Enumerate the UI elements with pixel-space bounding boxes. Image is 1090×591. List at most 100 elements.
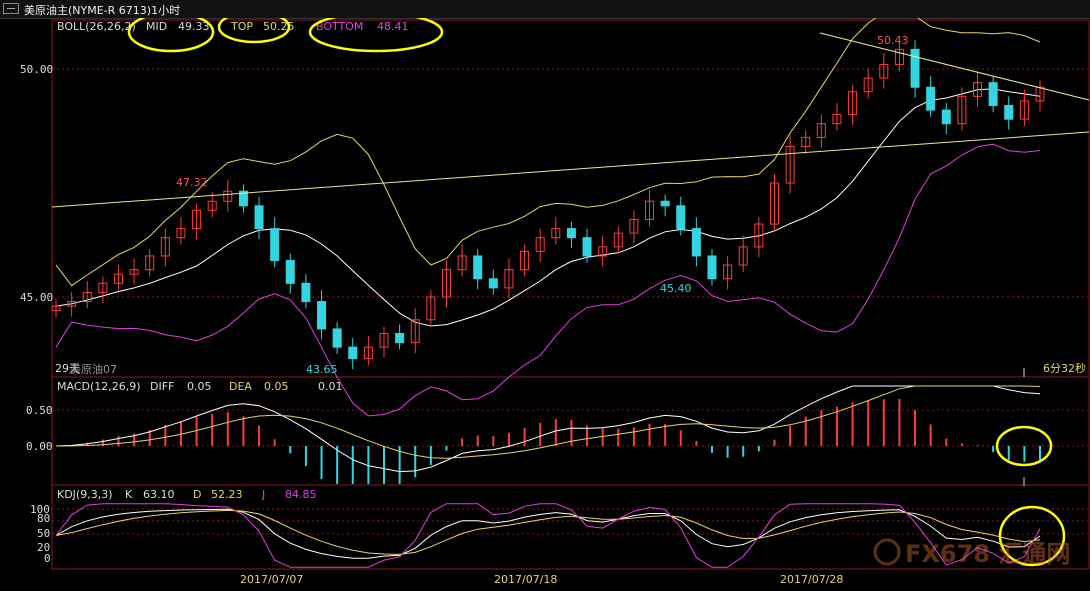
candle-body <box>988 82 998 106</box>
macd-macd-value: 0.01 <box>318 380 343 393</box>
candle-body <box>879 63 889 79</box>
candle-body <box>395 332 405 344</box>
candle-body <box>973 82 983 97</box>
candle-body <box>910 48 920 88</box>
candle-body <box>238 190 248 207</box>
candle-body <box>98 282 108 293</box>
highlight-bottom-ellipse <box>308 18 444 53</box>
candle-body <box>691 228 701 257</box>
macd-diff-line <box>55 385 1041 473</box>
candle-body <box>832 114 842 125</box>
annotation-low-2: 45.40 <box>660 282 692 295</box>
watermark-logo-icon <box>873 538 901 566</box>
macd-name: MACD(12,26,9) <box>57 380 141 393</box>
window-title: 美原油主(NYME-R 6713)1小时 <box>24 4 181 17</box>
candle-body <box>582 237 592 257</box>
candle-body <box>769 182 779 225</box>
macd-dea-value: 0.05 <box>264 380 289 393</box>
annotation-low-1: 43.65 <box>306 363 338 376</box>
x-label-3: 2017/07/28 <box>780 573 843 586</box>
highlight-macd-ellipse <box>995 425 1053 467</box>
kdj-k-label: K <box>125 488 133 501</box>
candle-body <box>254 205 264 230</box>
kdj-k-line <box>55 508 1041 559</box>
candle-body <box>441 269 451 298</box>
candle-body <box>223 190 233 202</box>
candle-body <box>207 200 217 211</box>
candle-body <box>160 237 170 257</box>
kdj-j-value: 84.85 <box>285 488 317 501</box>
kdj-panel-frame <box>51 484 1090 570</box>
candle-body <box>613 232 623 248</box>
kdj-j-line <box>55 503 1041 568</box>
candle-body <box>598 246 608 257</box>
candle-body <box>301 282 311 303</box>
macd-diff-value: 0.05 <box>187 380 212 393</box>
candle-body <box>332 328 342 348</box>
left-note-2: 美原油07 <box>70 362 117 376</box>
boll-bottom-band <box>55 143 1041 417</box>
candle-body <box>145 255 155 271</box>
resistance-trendline <box>819 32 1090 101</box>
candle-body <box>738 246 748 266</box>
annotation-high-1: 47.32 <box>176 176 208 189</box>
candle-body <box>488 278 498 289</box>
kdj-tick-80: 80 <box>37 512 50 525</box>
candle-body <box>801 136 811 148</box>
countdown-note: 6分32秒 <box>1043 361 1086 375</box>
candle-body <box>785 146 795 184</box>
boll-mid-value: 49.33 <box>178 20 210 33</box>
price-tick-50: 50.00 <box>20 63 53 76</box>
candle-body <box>723 264 733 280</box>
highlight-top-ellipse <box>217 18 291 44</box>
main-panel-frame <box>51 19 1090 378</box>
candle-body <box>707 255 717 280</box>
candle-body <box>894 48 904 65</box>
candle-body <box>363 346 373 360</box>
boll-mid-label: MID <box>146 20 167 33</box>
candle-body <box>348 346 358 360</box>
candle-body <box>1035 86 1045 102</box>
kdj-tick-50: 50 <box>37 527 50 540</box>
candle-body <box>551 228 561 239</box>
highlight-kdj-ellipse <box>998 505 1066 567</box>
candle-body <box>504 269 514 289</box>
candle-body <box>848 91 858 116</box>
kdj-tick-100: 100 <box>30 503 50 516</box>
candle-body <box>1004 104 1014 120</box>
candle-body <box>176 228 186 239</box>
candle-body <box>270 228 280 262</box>
kdj-d-line <box>55 509 1041 555</box>
candle-body <box>457 255 467 271</box>
boll-mid-band <box>55 88 1041 327</box>
kdj-tick-20: 20 <box>37 541 50 554</box>
candle-body <box>113 273 123 284</box>
boll-bottom-label: BOTTOM <box>316 20 363 33</box>
candle-body <box>863 77 873 93</box>
macd-diff-label: DIFF <box>150 380 174 393</box>
candle-body <box>754 223 764 248</box>
candle-body <box>660 200 670 207</box>
candle-body <box>317 301 327 330</box>
watermark-text: FX678 汇通网 <box>905 540 1070 568</box>
candle-body <box>285 260 295 284</box>
candle-body <box>629 218 639 234</box>
candle-body <box>941 109 951 125</box>
window-menu-button[interactable] <box>3 3 19 14</box>
candle-body <box>82 291 92 303</box>
candle-body <box>426 296 436 321</box>
kdj-d-value: 52.23 <box>211 488 243 501</box>
candle-body <box>51 305 61 312</box>
candle-body <box>957 95 967 125</box>
kdj-tick-0: 0 <box>44 552 51 565</box>
macd-lines <box>55 385 1041 473</box>
price-tick-45: 45.00 <box>20 291 53 304</box>
candle-body <box>192 209 202 230</box>
annotation-high-2: 50.43 <box>877 34 909 47</box>
kdj-j-label: J <box>261 488 265 501</box>
title-bar: 美原油主(NYME-R 6713)1小时 <box>0 0 1090 19</box>
watermark: FX678 汇通网 <box>873 538 1070 568</box>
boll-top-line <box>55 18 1041 287</box>
support-trendline <box>51 131 1090 208</box>
candle-body <box>816 123 826 138</box>
